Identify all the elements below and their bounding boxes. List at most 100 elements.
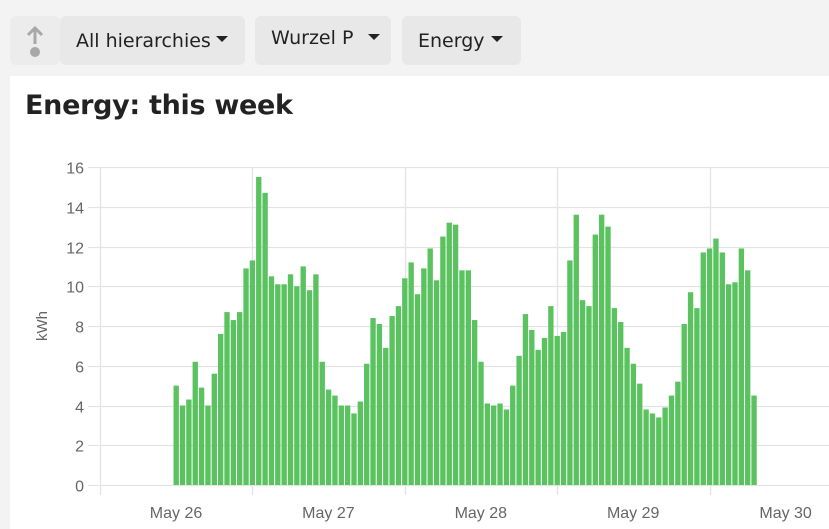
chart-bar[interactable] bbox=[300, 266, 306, 486]
chart-bar[interactable] bbox=[637, 383, 643, 485]
chart-bar[interactable] bbox=[573, 214, 579, 485]
chart-bar[interactable] bbox=[205, 405, 211, 486]
chart-bar[interactable] bbox=[497, 403, 503, 485]
chart-bar[interactable] bbox=[586, 306, 592, 486]
chart-bar[interactable] bbox=[427, 248, 433, 485]
chart-bar[interactable] bbox=[230, 320, 237, 485]
chart-bar[interactable] bbox=[433, 280, 440, 485]
chart-bar[interactable] bbox=[344, 405, 351, 486]
navigate-up-button[interactable] bbox=[10, 16, 60, 65]
chart-bar[interactable] bbox=[313, 274, 319, 485]
chart-bar[interactable] bbox=[306, 290, 313, 485]
chart-bar[interactable] bbox=[452, 224, 459, 485]
chart-bar[interactable] bbox=[560, 331, 567, 485]
chart-bar[interactable] bbox=[256, 176, 262, 485]
chart-bar[interactable] bbox=[713, 238, 719, 485]
chart-bar[interactable] bbox=[700, 252, 706, 485]
chart-bar[interactable] bbox=[179, 405, 186, 486]
chart-bar[interactable] bbox=[548, 306, 554, 486]
chart-bar[interactable] bbox=[319, 361, 325, 485]
chart-bar[interactable] bbox=[351, 413, 357, 485]
chart-bar[interactable] bbox=[668, 395, 675, 485]
chart-bar[interactable] bbox=[541, 337, 548, 485]
chart-bar[interactable] bbox=[446, 222, 452, 485]
chart-bar[interactable] bbox=[275, 284, 281, 485]
chart-bar[interactable] bbox=[268, 276, 275, 485]
chart-bar[interactable] bbox=[383, 347, 389, 485]
chart-bar[interactable] bbox=[522, 314, 529, 485]
chart-bar[interactable] bbox=[484, 403, 491, 485]
chart-bar[interactable] bbox=[567, 260, 573, 485]
chart-bar[interactable] bbox=[516, 355, 522, 485]
chart-bar[interactable] bbox=[592, 234, 598, 485]
chart-bar[interactable] bbox=[376, 324, 383, 485]
hierarchy-dropdown[interactable]: All hierarchies bbox=[60, 16, 245, 65]
chart-bar[interactable] bbox=[579, 300, 586, 485]
chart-bar[interactable] bbox=[389, 316, 395, 485]
chart-bar[interactable] bbox=[503, 409, 510, 485]
chart-bar[interactable] bbox=[211, 373, 217, 485]
chart-bar[interactable] bbox=[751, 395, 757, 485]
chart-bar[interactable] bbox=[491, 405, 497, 486]
chart-bar[interactable] bbox=[459, 270, 465, 485]
chart-bar[interactable] bbox=[675, 381, 681, 485]
chart-bar[interactable] bbox=[370, 318, 376, 485]
chart-bar[interactable] bbox=[186, 399, 192, 485]
chart-bar[interactable] bbox=[465, 270, 471, 485]
chart-bar[interactable] bbox=[649, 413, 656, 485]
chart-bar[interactable] bbox=[325, 389, 332, 485]
chart-bar[interactable] bbox=[192, 361, 198, 485]
chart-bar[interactable] bbox=[681, 324, 687, 485]
chart-bar[interactable] bbox=[224, 312, 230, 485]
chart-bar[interactable] bbox=[643, 409, 649, 485]
chart-bar[interactable] bbox=[471, 320, 478, 485]
metric-dropdown[interactable]: Energy bbox=[402, 16, 521, 65]
toolbar: All hierarchies Wurzel P Energy bbox=[0, 0, 829, 76]
chart-bar[interactable] bbox=[630, 363, 637, 485]
chart-bar[interactable] bbox=[624, 347, 630, 485]
chart-bar[interactable] bbox=[554, 335, 560, 485]
chart-bar[interactable] bbox=[173, 385, 179, 486]
chart-bar[interactable] bbox=[414, 294, 421, 485]
chart-bar[interactable] bbox=[719, 252, 725, 485]
chart-bar[interactable] bbox=[745, 270, 751, 485]
y-tick-label: 12 bbox=[66, 241, 84, 258]
chart-bar[interactable] bbox=[281, 284, 287, 485]
chart-bar[interactable] bbox=[249, 260, 256, 485]
chart-bar[interactable] bbox=[198, 387, 205, 485]
chart-bar[interactable] bbox=[395, 306, 402, 486]
chart-bar[interactable] bbox=[611, 308, 618, 485]
chart-bar[interactable] bbox=[694, 308, 700, 485]
chart-bar[interactable] bbox=[478, 361, 484, 485]
chart-bar[interactable] bbox=[732, 282, 738, 485]
chart-bar[interactable] bbox=[529, 329, 535, 485]
chart-bar[interactable] bbox=[687, 292, 694, 485]
chart-bar[interactable] bbox=[287, 274, 294, 485]
chart-bar[interactable] bbox=[262, 192, 268, 485]
chart-bar[interactable] bbox=[618, 322, 624, 485]
chart-bar[interactable] bbox=[408, 262, 414, 485]
entity-dropdown[interactable]: Wurzel P bbox=[255, 16, 391, 65]
chart-bar[interactable] bbox=[738, 248, 745, 485]
y-tick-label: 0 bbox=[75, 479, 84, 496]
chart-bar[interactable] bbox=[598, 214, 605, 485]
chart-bar[interactable] bbox=[605, 226, 611, 486]
chart-bar[interactable] bbox=[725, 284, 732, 485]
chart-bar[interactable] bbox=[535, 349, 541, 485]
chart-bar[interactable] bbox=[237, 312, 243, 485]
chart-bar[interactable] bbox=[402, 278, 408, 485]
chart-bar[interactable] bbox=[294, 286, 300, 485]
chart-bar[interactable] bbox=[706, 248, 713, 485]
chart-bar[interactable] bbox=[662, 407, 668, 485]
chart-bar[interactable] bbox=[364, 363, 370, 485]
chart-bar[interactable] bbox=[332, 395, 338, 485]
chart-bar[interactable] bbox=[338, 405, 344, 486]
chart-bar[interactable] bbox=[440, 236, 446, 485]
chart-bar[interactable] bbox=[357, 401, 364, 485]
chart-bar[interactable] bbox=[510, 385, 516, 486]
arrow-up-dot-icon bbox=[26, 25, 44, 57]
chart-bar[interactable] bbox=[217, 333, 224, 485]
chart-bar[interactable] bbox=[421, 268, 427, 485]
chart-bar[interactable] bbox=[656, 417, 662, 485]
chart-bar[interactable] bbox=[243, 268, 249, 485]
